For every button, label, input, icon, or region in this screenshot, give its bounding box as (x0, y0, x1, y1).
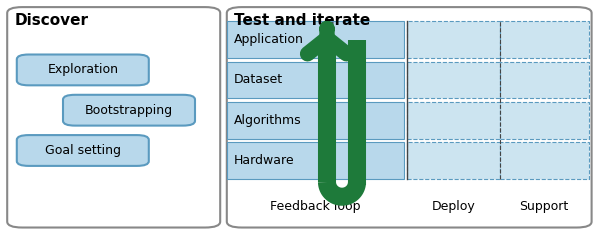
Text: Deploy: Deploy (431, 200, 475, 213)
Bar (407, 142, 500, 179)
FancyBboxPatch shape (227, 7, 592, 228)
FancyBboxPatch shape (17, 135, 149, 166)
Bar (227, 62, 404, 98)
Text: Dataset: Dataset (234, 73, 283, 87)
Text: Goal setting: Goal setting (45, 144, 121, 157)
Text: Exploration: Exploration (47, 64, 118, 76)
Text: Discover: Discover (15, 13, 89, 28)
Bar (500, 62, 589, 98)
Text: Test and iterate: Test and iterate (234, 13, 370, 28)
Bar (407, 21, 500, 58)
Text: Feedback loop: Feedback loop (270, 200, 361, 213)
Bar (227, 142, 404, 179)
Bar (500, 142, 589, 179)
Bar (227, 102, 404, 139)
Text: Support: Support (520, 200, 569, 213)
Bar (500, 21, 589, 58)
Text: Hardware: Hardware (234, 154, 295, 167)
Text: Bootstrapping: Bootstrapping (85, 104, 173, 117)
FancyBboxPatch shape (63, 95, 195, 126)
FancyBboxPatch shape (17, 55, 149, 85)
Text: Application: Application (234, 33, 304, 46)
Bar (227, 21, 404, 58)
Bar (407, 62, 500, 98)
Text: Algorithms: Algorithms (234, 114, 302, 127)
Bar (407, 102, 500, 139)
FancyBboxPatch shape (7, 7, 220, 228)
Bar (500, 102, 589, 139)
